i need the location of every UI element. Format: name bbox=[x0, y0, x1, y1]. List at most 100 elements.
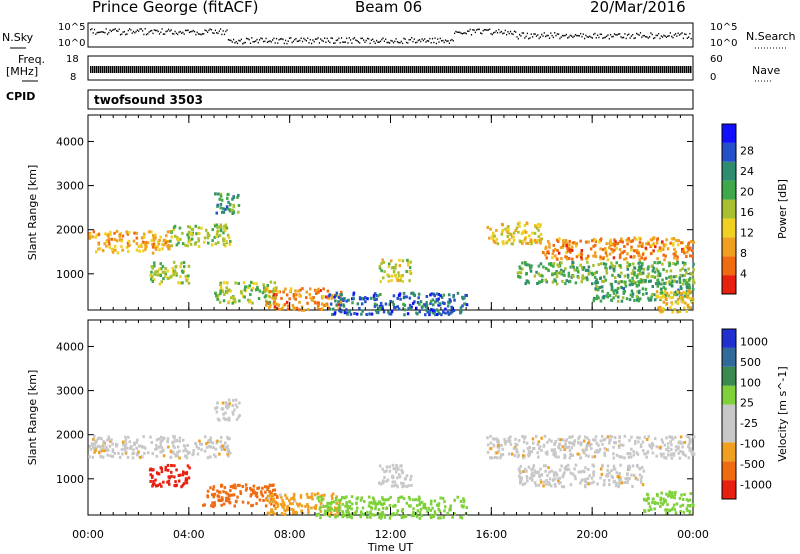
velocity-cell bbox=[220, 499, 223, 502]
velocity-cell bbox=[571, 442, 574, 446]
velocity-cell bbox=[155, 454, 158, 458]
velocity-cell bbox=[581, 469, 585, 473]
velocity-ytick-label: 3000 bbox=[56, 385, 84, 398]
velocity-cell bbox=[160, 450, 164, 454]
velocity-cell bbox=[683, 493, 686, 496]
freq-bar bbox=[570, 66, 572, 73]
nsky-point bbox=[360, 37, 362, 40]
velocity-cell bbox=[234, 486, 237, 490]
power-cell bbox=[225, 240, 228, 243]
velocity-cell bbox=[330, 494, 334, 498]
velocity-cell bbox=[346, 515, 349, 519]
freq-bar bbox=[260, 66, 262, 73]
velocity-cell bbox=[220, 448, 224, 451]
power-cell bbox=[641, 245, 644, 248]
power-cell bbox=[362, 297, 366, 301]
velocity-cell bbox=[669, 453, 673, 457]
power-cell bbox=[390, 279, 393, 283]
nsky-point bbox=[134, 32, 136, 34]
power-cell bbox=[661, 240, 664, 244]
power-cell bbox=[317, 288, 320, 291]
velocity-cell bbox=[653, 501, 657, 504]
nsky-point bbox=[417, 39, 419, 42]
power-cell bbox=[306, 301, 309, 305]
power-cell bbox=[671, 310, 674, 314]
power-cell bbox=[594, 251, 597, 255]
power-cell bbox=[150, 239, 154, 242]
velocity-cell bbox=[639, 478, 643, 482]
velocity-cell bbox=[330, 507, 333, 511]
power-cell bbox=[215, 223, 218, 227]
power-cell bbox=[418, 310, 421, 314]
power-cell bbox=[564, 267, 567, 271]
nsky-point bbox=[551, 34, 553, 37]
velocity-cell bbox=[538, 445, 542, 449]
power-cell bbox=[663, 290, 667, 294]
freq-bar bbox=[188, 66, 190, 73]
nsky-point bbox=[222, 30, 224, 32]
power-cell bbox=[632, 262, 635, 266]
power-cell bbox=[266, 284, 269, 287]
velocity-cell bbox=[227, 454, 230, 458]
velocity-cell bbox=[124, 451, 128, 455]
velocity-cell bbox=[203, 503, 206, 507]
power-cell bbox=[408, 296, 412, 300]
freq-bar bbox=[140, 66, 142, 73]
velocity-cell bbox=[295, 502, 299, 506]
velocity-cell bbox=[219, 445, 222, 449]
freq-bar bbox=[228, 66, 230, 73]
velocity-cell bbox=[626, 476, 629, 480]
power-cell bbox=[574, 281, 578, 285]
power-cell bbox=[324, 302, 328, 306]
freq-bar bbox=[442, 66, 444, 73]
power-cell bbox=[347, 298, 350, 302]
power-cell bbox=[273, 286, 276, 290]
power-cell bbox=[214, 242, 217, 246]
xtick-label: 12:00 bbox=[375, 528, 407, 541]
power-cell bbox=[547, 262, 551, 266]
nsky-point bbox=[370, 39, 372, 41]
power-cell bbox=[685, 309, 688, 313]
nsky-point bbox=[412, 40, 414, 43]
velocity-cell bbox=[522, 470, 525, 473]
nsky-point bbox=[281, 38, 283, 40]
power-cell bbox=[379, 293, 382, 296]
power-cell bbox=[678, 279, 682, 283]
power-cell bbox=[597, 263, 600, 267]
power-cell bbox=[293, 292, 297, 296]
velocity-cell bbox=[517, 453, 521, 457]
velocity-cell bbox=[679, 510, 682, 513]
freq-bar bbox=[492, 66, 494, 73]
power-cell bbox=[154, 273, 157, 277]
velocity-cell bbox=[659, 501, 663, 505]
velocity-cell bbox=[418, 516, 422, 520]
power-cell bbox=[461, 297, 465, 301]
power-cell bbox=[401, 279, 404, 283]
velocity-cell bbox=[292, 497, 296, 501]
power-cell bbox=[353, 312, 356, 315]
velocity-cell bbox=[612, 467, 616, 471]
velocity-cell bbox=[388, 503, 392, 507]
power-cell bbox=[308, 292, 311, 296]
velocity-cell bbox=[524, 467, 527, 471]
power-cell bbox=[392, 266, 395, 270]
freq-bar bbox=[610, 66, 612, 73]
power-cell bbox=[190, 237, 194, 241]
velocity-cell bbox=[367, 504, 371, 508]
power-cell bbox=[135, 231, 138, 235]
power-cell bbox=[115, 229, 119, 233]
power-cell bbox=[631, 239, 635, 243]
velocity-cell bbox=[212, 487, 215, 491]
nsky-point bbox=[101, 31, 103, 33]
velocity-cell bbox=[666, 494, 670, 498]
power-cell bbox=[637, 268, 640, 272]
nsky-point bbox=[100, 31, 102, 33]
power-cell bbox=[529, 265, 533, 269]
velocity-cell bbox=[117, 451, 120, 455]
freq-bar bbox=[266, 66, 268, 73]
velocity-cell bbox=[144, 446, 147, 450]
velocity-cell bbox=[345, 501, 348, 504]
freq-bar bbox=[564, 66, 566, 73]
velocity-cell bbox=[610, 435, 614, 439]
power-cell bbox=[667, 294, 671, 298]
